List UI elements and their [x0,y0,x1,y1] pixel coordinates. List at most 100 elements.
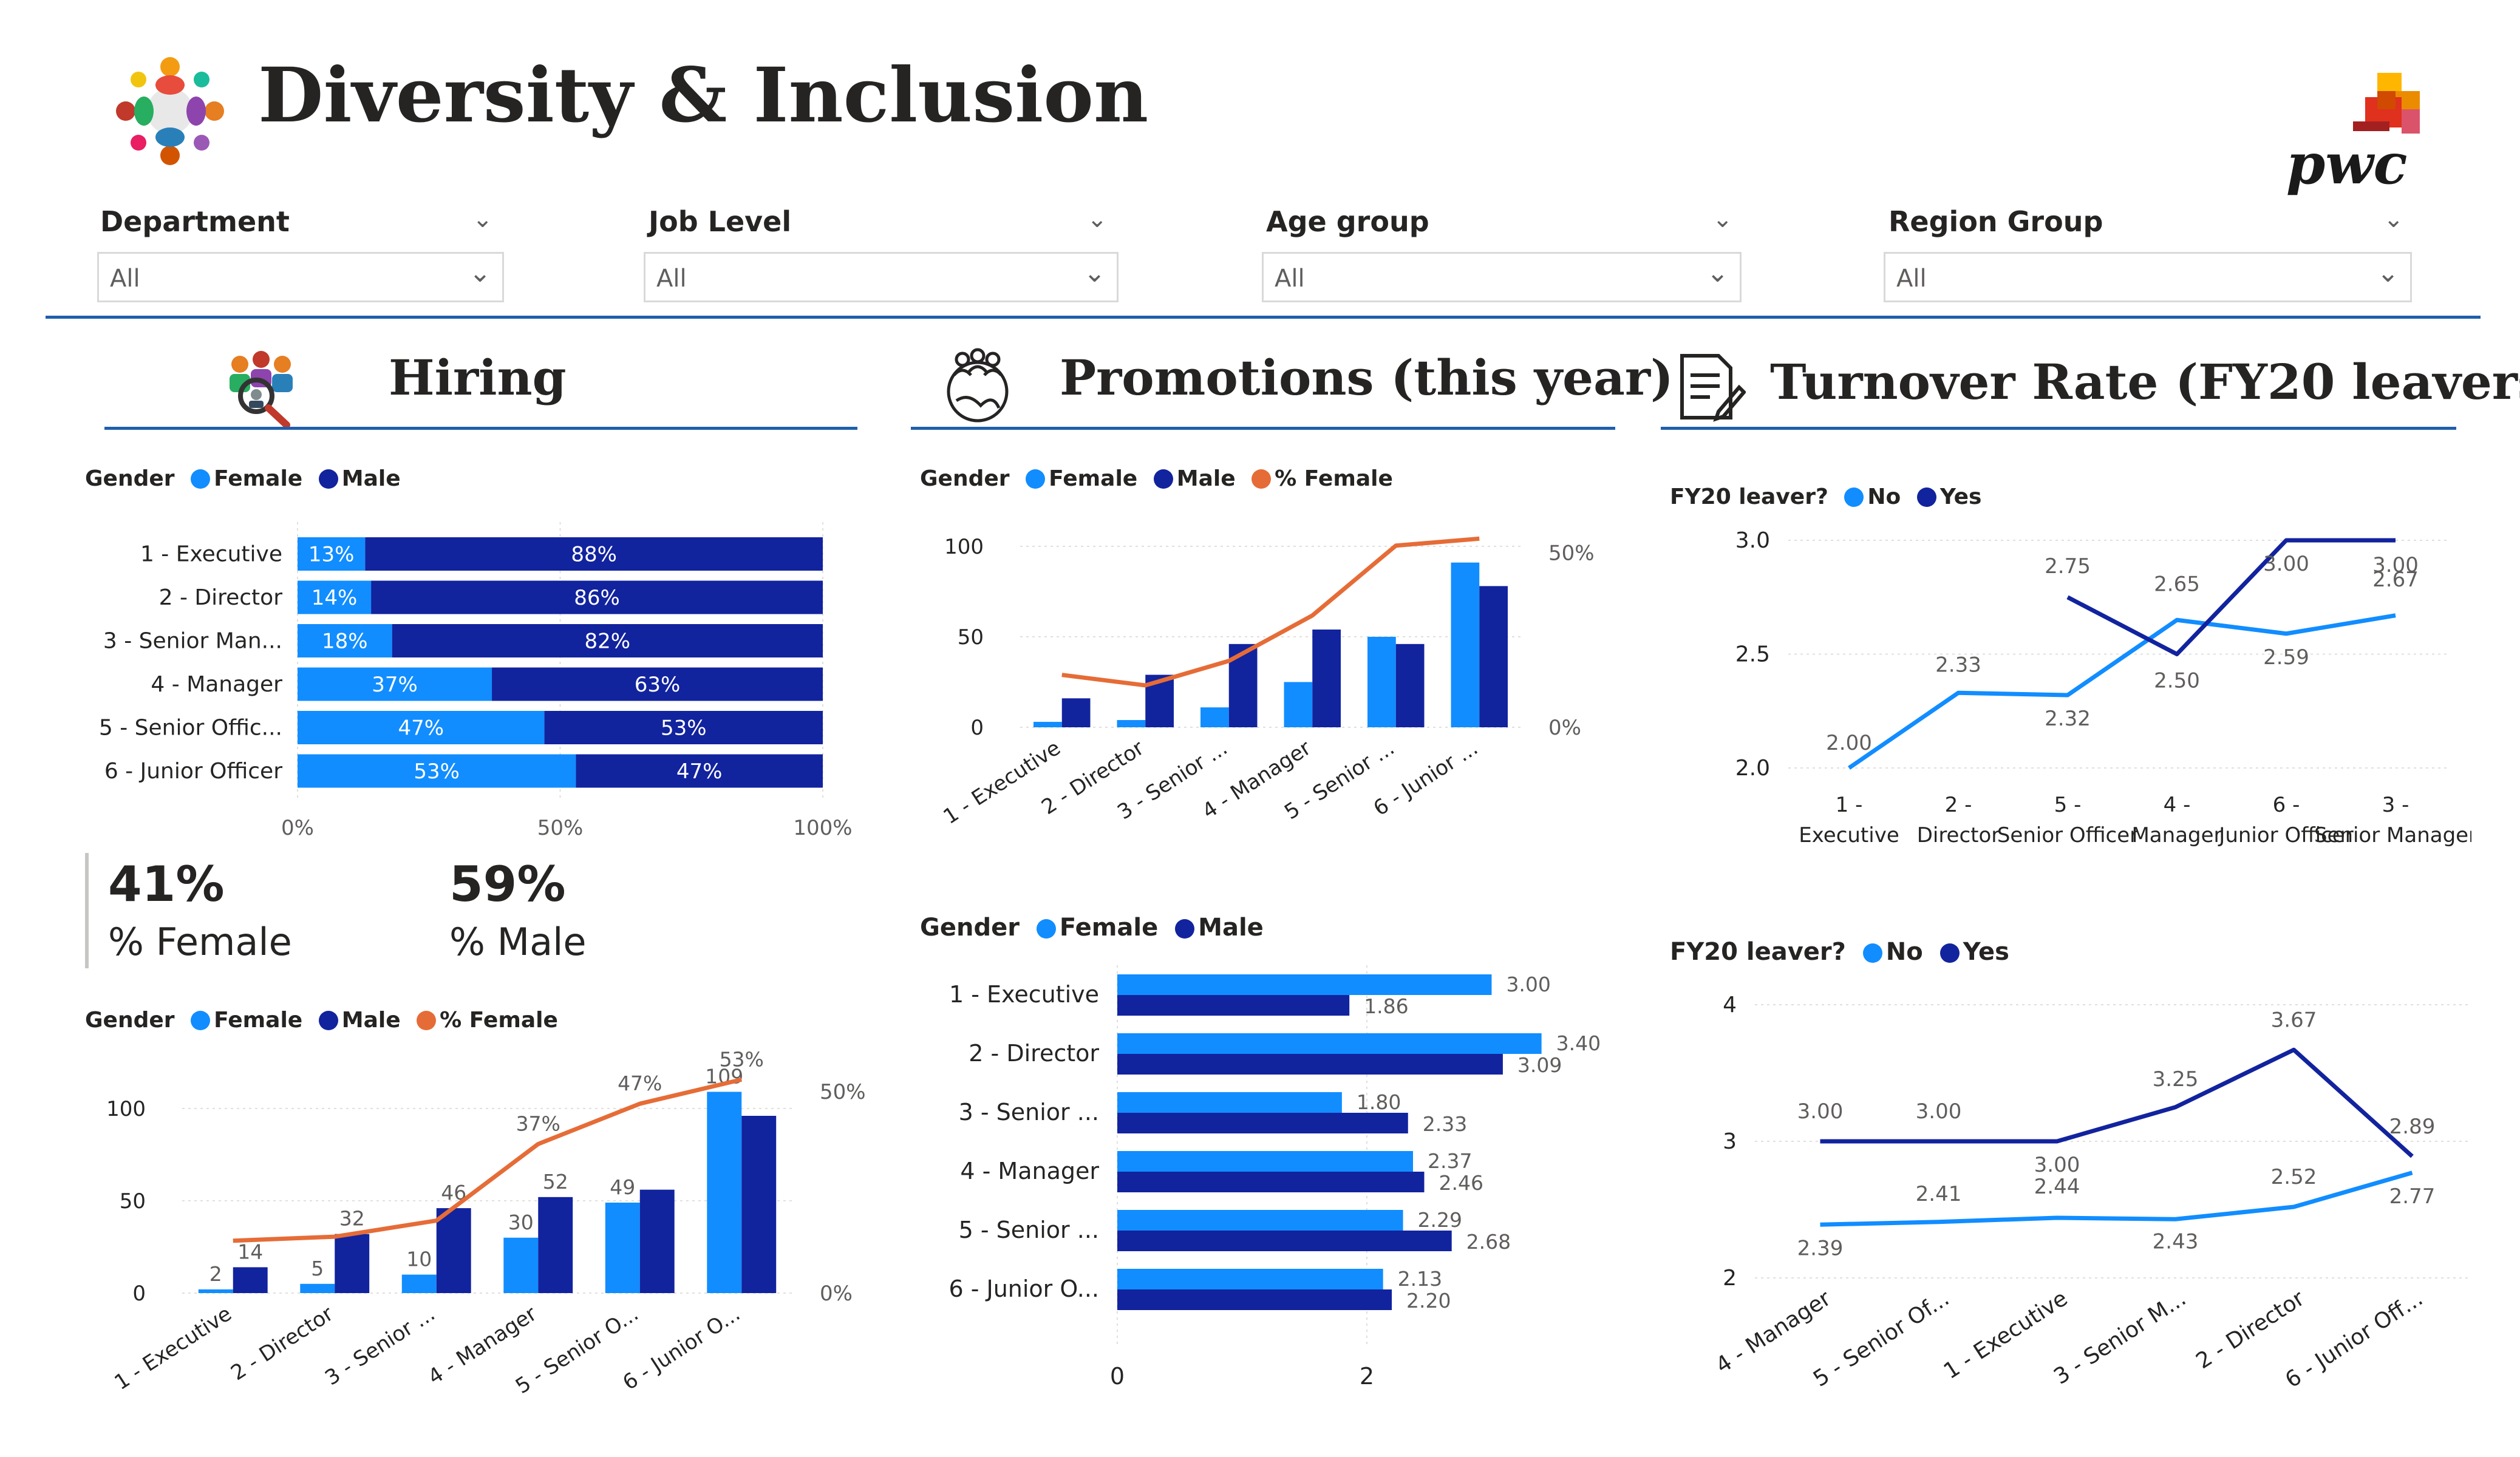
slicer-dropdown[interactable]: All ⌄ [644,252,1119,302]
bar-male [392,624,823,657]
hiring-icon [219,346,304,431]
bar-male [544,711,823,744]
category-label: 5 - Senior Offic... [99,716,282,741]
legend-item-yes: Yes [1963,938,2009,966]
data-label: 3.00 [1916,1099,1962,1124]
legend-dot-male [318,1011,338,1030]
data-label: 2.41 [1916,1182,1962,1206]
bar-male [1117,1231,1452,1251]
bar-male [1117,1289,1392,1310]
bar-female [198,1289,233,1293]
bar-male [436,1208,471,1293]
data-label: 3.00 [2263,552,2309,576]
data-label: 13% [308,543,355,567]
slicer-value: All [1896,265,1927,293]
data-label: 3.09 [1517,1053,1562,1077]
legend-hiring-stacked: Gender Female Male [85,466,401,491]
legend-hiring-combo: Gender Female Male % Female [85,1008,558,1033]
y-tick-label: 4 [1723,993,1737,1017]
bar-female [1451,562,1480,727]
bar-female [1367,636,1396,727]
slicer-label: Job Level [649,205,792,238]
data-label: 1.80 [1357,1090,1401,1114]
legend-item-male: Male [341,466,401,491]
section-title-promotions: Promotions (this year) [1060,349,1674,406]
bar-male [1479,586,1508,727]
bar-female [605,1202,640,1293]
chart-hiring-combo[interactable]: 0 50 100 0% 50% 2 14 1 - Executive 5 32 2 - Direct… [79,1044,899,1408]
dei-logo-icon [112,53,228,169]
bar-female [1117,720,1146,727]
data-label: 3.00 [2372,553,2419,577]
x-tick-label: 5 -Senior Officer [1997,793,2138,847]
category-label: 2 - Director [159,585,283,610]
bar-female [1034,722,1062,727]
bar-male [371,580,823,614]
legend-item-pct-female: % Female [1275,466,1393,491]
chevron-down-icon[interactable]: ⌄ [1712,205,1733,233]
chevron-down-icon: ⌄ [1083,257,1106,288]
x-tick-label: 1 - Executive [939,736,1064,829]
bar-female [1117,1269,1383,1289]
promotions-icon [938,346,1017,425]
bar-male [365,537,823,571]
slicer-dropdown[interactable]: All ⌄ [97,252,504,302]
slicer-dropdown[interactable]: All ⌄ [1262,252,1742,302]
chevron-down-icon[interactable]: ⌄ [1087,205,1108,233]
bar-male [1117,1113,1408,1133]
data-label: 2.68 [1466,1230,1511,1254]
data-label: 2 [209,1262,222,1286]
data-label: 2.67 [2372,568,2419,592]
slicer-label: Region Group [1888,205,2103,238]
chart-promotions-hbar[interactable]: 0 21 - Executive 3.001.862 - Director 3.403… [917,965,1615,1402]
legend-item-female: Female [1059,914,1159,942]
x-tick-label: 2 [1360,1363,1374,1390]
slicer-dropdown[interactable]: All ⌄ [1884,252,2412,302]
slicer-value: All [110,265,140,293]
category-label: 3 - Senior Man... [103,629,282,654]
x-tick-label: 2 -Director [1917,793,2000,847]
chevron-down-icon: ⌄ [1706,257,1729,288]
y-tick-label: 100 [106,1097,146,1121]
bar-female [1284,682,1313,727]
y-tick-label: 2.5 [1735,642,1770,667]
chevron-down-icon[interactable]: ⌄ [472,205,493,233]
bar-male [639,1189,675,1293]
data-label: 5 [311,1257,324,1280]
data-label: 14 [237,1240,263,1263]
data-label: 53% [661,716,707,741]
legend-item-male: Male [1176,466,1236,491]
legend-promotions-hbar: Gender Female Male [920,914,1264,942]
data-label: 53% [414,759,460,784]
chart-hiring-stacked[interactable]: 0% 50% 100% 1 - Executive 13% 88% 2 - Director… [79,510,868,850]
x-tick-label: 1 -Executive [1799,793,1899,847]
bar-female [298,624,392,657]
legend-item-male: Male [1198,914,1264,942]
data-label: 47% [676,759,723,784]
bar-female [1117,1151,1413,1172]
x-tick-label: 4 - Manager [1711,1286,1835,1378]
bar-male [741,1116,777,1293]
legend-dot-female [1036,919,1056,939]
x-tick-label: 6 -Junior Officer [2218,793,2353,847]
slicer-label: Age group [1266,205,1429,238]
chevron-down-icon[interactable]: ⌄ [2383,205,2404,233]
data-label: 14% [312,586,358,610]
x-tick-label: 0% [281,816,314,840]
data-label: 49 [610,1175,635,1199]
data-label: 2.52 [2271,1165,2317,1189]
kpi-male-value: 59% [449,856,566,912]
header-divider [46,316,2481,319]
legend-title: FY20 leaver? [1670,484,1828,509]
kpi-female-value: 41% [108,856,225,912]
turnover-divider [1661,427,2456,430]
bar-male [538,1197,573,1293]
data-label: 30 [508,1211,534,1234]
bar-male [1061,698,1091,727]
legend-dot-male [1175,919,1195,939]
category-label: 1 - Executive [949,981,1099,1008]
category-label: 5 - Senior ... [959,1217,1099,1243]
